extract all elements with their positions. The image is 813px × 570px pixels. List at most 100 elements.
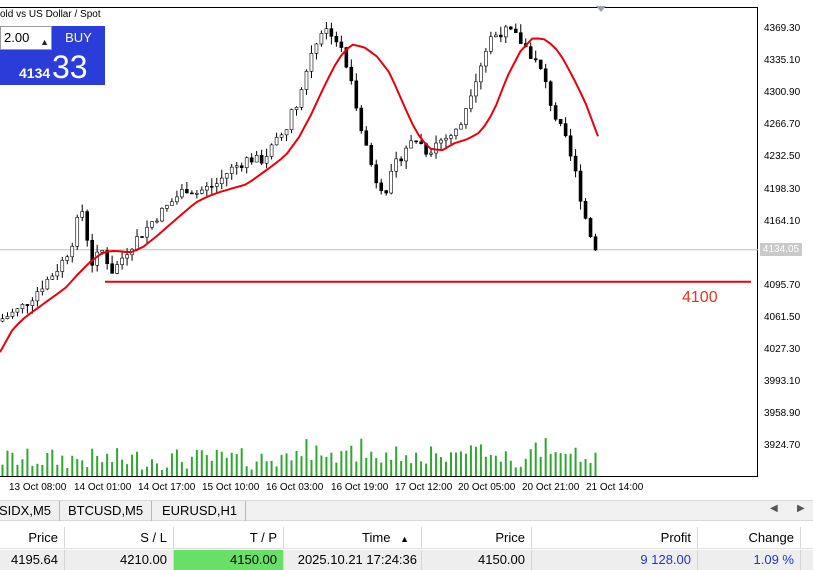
- volume-bar: [111, 462, 114, 476]
- x-tick-label: 20 Oct 21:00: [522, 482, 580, 493]
- candle-body: [553, 105, 558, 120]
- candle-body: [568, 135, 573, 157]
- price-chart[interactable]: old vs US Dollar / Spot 2.00 ▲ BUY 4134 …: [0, 0, 813, 500]
- candle-body: [234, 165, 239, 168]
- x-tick-label: 14 Oct 17:00: [138, 482, 196, 493]
- volume-bar: [380, 462, 383, 476]
- candle-body: [479, 65, 483, 83]
- up-arrow-icon[interactable]: ▲: [40, 37, 49, 47]
- volume-bar: [584, 459, 587, 476]
- volume-bar: [544, 437, 547, 476]
- table-header: Price S / L T / P Time ▲ Price Profit Ch…: [0, 527, 813, 549]
- candle-body: [374, 164, 379, 184]
- candle-body: [494, 34, 498, 38]
- candle-body: [10, 311, 15, 317]
- buy-button[interactable]: BUY: [52, 26, 105, 50]
- header-price[interactable]: Price: [0, 527, 65, 548]
- volume-bar: [250, 469, 253, 476]
- candle-body: [249, 157, 254, 163]
- candle-body: [484, 51, 488, 67]
- right-arrow-icon[interactable]: ▶: [797, 503, 805, 514]
- volume-bar: [305, 439, 308, 476]
- header-current-price[interactable]: Price: [422, 527, 532, 548]
- header-profit[interactable]: Profit: [532, 527, 698, 548]
- candle-body: [513, 28, 518, 33]
- chart-canvas[interactable]: [0, 0, 813, 500]
- header-tp[interactable]: T / P: [174, 527, 284, 548]
- volume-bar: [200, 450, 203, 476]
- candle-body: [464, 108, 468, 125]
- chart-shift-marker-icon[interactable]: [596, 6, 606, 12]
- lot-size-input[interactable]: 2.00 ▲: [0, 26, 52, 50]
- candle-body: [489, 36, 493, 52]
- y-tick-label: 4095.70: [764, 279, 801, 291]
- tab-sidx[interactable]: SIDX,M5: [0, 501, 61, 521]
- candle-body: [120, 257, 124, 265]
- volume-bar: [155, 463, 158, 476]
- candle-body: [504, 26, 508, 38]
- y-tick-label: 4164.10: [764, 215, 801, 227]
- candle-body: [170, 201, 174, 206]
- candle-body: [314, 43, 319, 54]
- candle-body: [294, 106, 299, 110]
- volume-bar: [395, 446, 398, 476]
- candle-body: [538, 59, 543, 70]
- volume-bar: [464, 453, 467, 476]
- y-tick-label: 3993.10: [764, 376, 801, 388]
- candle-body: [269, 144, 274, 157]
- candle-body: [518, 32, 523, 44]
- volume-bar: [26, 448, 29, 476]
- candle-body: [195, 192, 199, 195]
- y-tick-label: 4266.70: [764, 119, 801, 131]
- lot-size-value: 2.00: [4, 30, 30, 45]
- trade-table: Price S / L T / P Time ▲ Price Profit Ch…: [0, 521, 813, 570]
- candle-body: [563, 123, 568, 137]
- table-row[interactable]: 4195.64 4210.00 4150.00 2025.10.21 17:24…: [0, 550, 813, 570]
- tab-eurusd[interactable]: EURUSD,H1: [157, 501, 247, 521]
- volume-bar: [285, 453, 288, 476]
- tab-btcusd[interactable]: BTCUSD,M5: [63, 501, 153, 521]
- volume-bar: [539, 456, 542, 476]
- candle-body: [414, 140, 418, 143]
- volume-bar: [445, 461, 448, 476]
- header-time-label: Time: [362, 530, 391, 545]
- volume-bar: [524, 458, 527, 476]
- left-arrow-icon[interactable]: ◀: [770, 503, 778, 514]
- volume-bar: [260, 453, 263, 476]
- candle-body: [5, 316, 10, 319]
- volume-bar: [405, 455, 408, 476]
- candle-body: [214, 183, 219, 187]
- header-change[interactable]: Change: [698, 527, 801, 548]
- candle-body: [434, 142, 438, 154]
- volume-bar: [579, 461, 582, 476]
- candle-body: [583, 200, 588, 219]
- header-sl[interactable]: S / L: [65, 527, 174, 548]
- volume-bar: [245, 466, 248, 476]
- buy-price-box[interactable]: 4134 33: [0, 50, 105, 85]
- volume-bar: [240, 448, 243, 476]
- candle-body: [309, 53, 314, 72]
- candle-body: [404, 147, 408, 162]
- volume-bar: [275, 466, 278, 476]
- header-time[interactable]: Time ▲: [284, 527, 422, 548]
- volume-bar: [6, 450, 9, 476]
- volume-bar: [220, 451, 223, 476]
- candle-body: [284, 129, 289, 136]
- one-click-trading-panel[interactable]: 2.00 ▲ BUY 4134 33: [0, 26, 105, 85]
- x-tick-label: 13 Oct 08:00: [9, 482, 67, 493]
- candle-body: [110, 263, 114, 274]
- candle-body: [384, 190, 389, 194]
- volume-bar: [96, 455, 99, 476]
- volume-bar: [435, 453, 438, 476]
- volume-bar: [121, 459, 124, 476]
- candle-body: [344, 47, 349, 68]
- buy-price-minor: 33: [52, 49, 88, 85]
- volume-bar: [81, 460, 84, 476]
- volume-bar: [425, 463, 428, 476]
- candle-body: [145, 227, 149, 238]
- volume-bar: [255, 461, 258, 476]
- x-tick-label: 16 Oct 19:00: [331, 482, 389, 493]
- volume-bar: [46, 452, 49, 476]
- volume-bar: [190, 456, 193, 476]
- volume-bar: [230, 452, 233, 476]
